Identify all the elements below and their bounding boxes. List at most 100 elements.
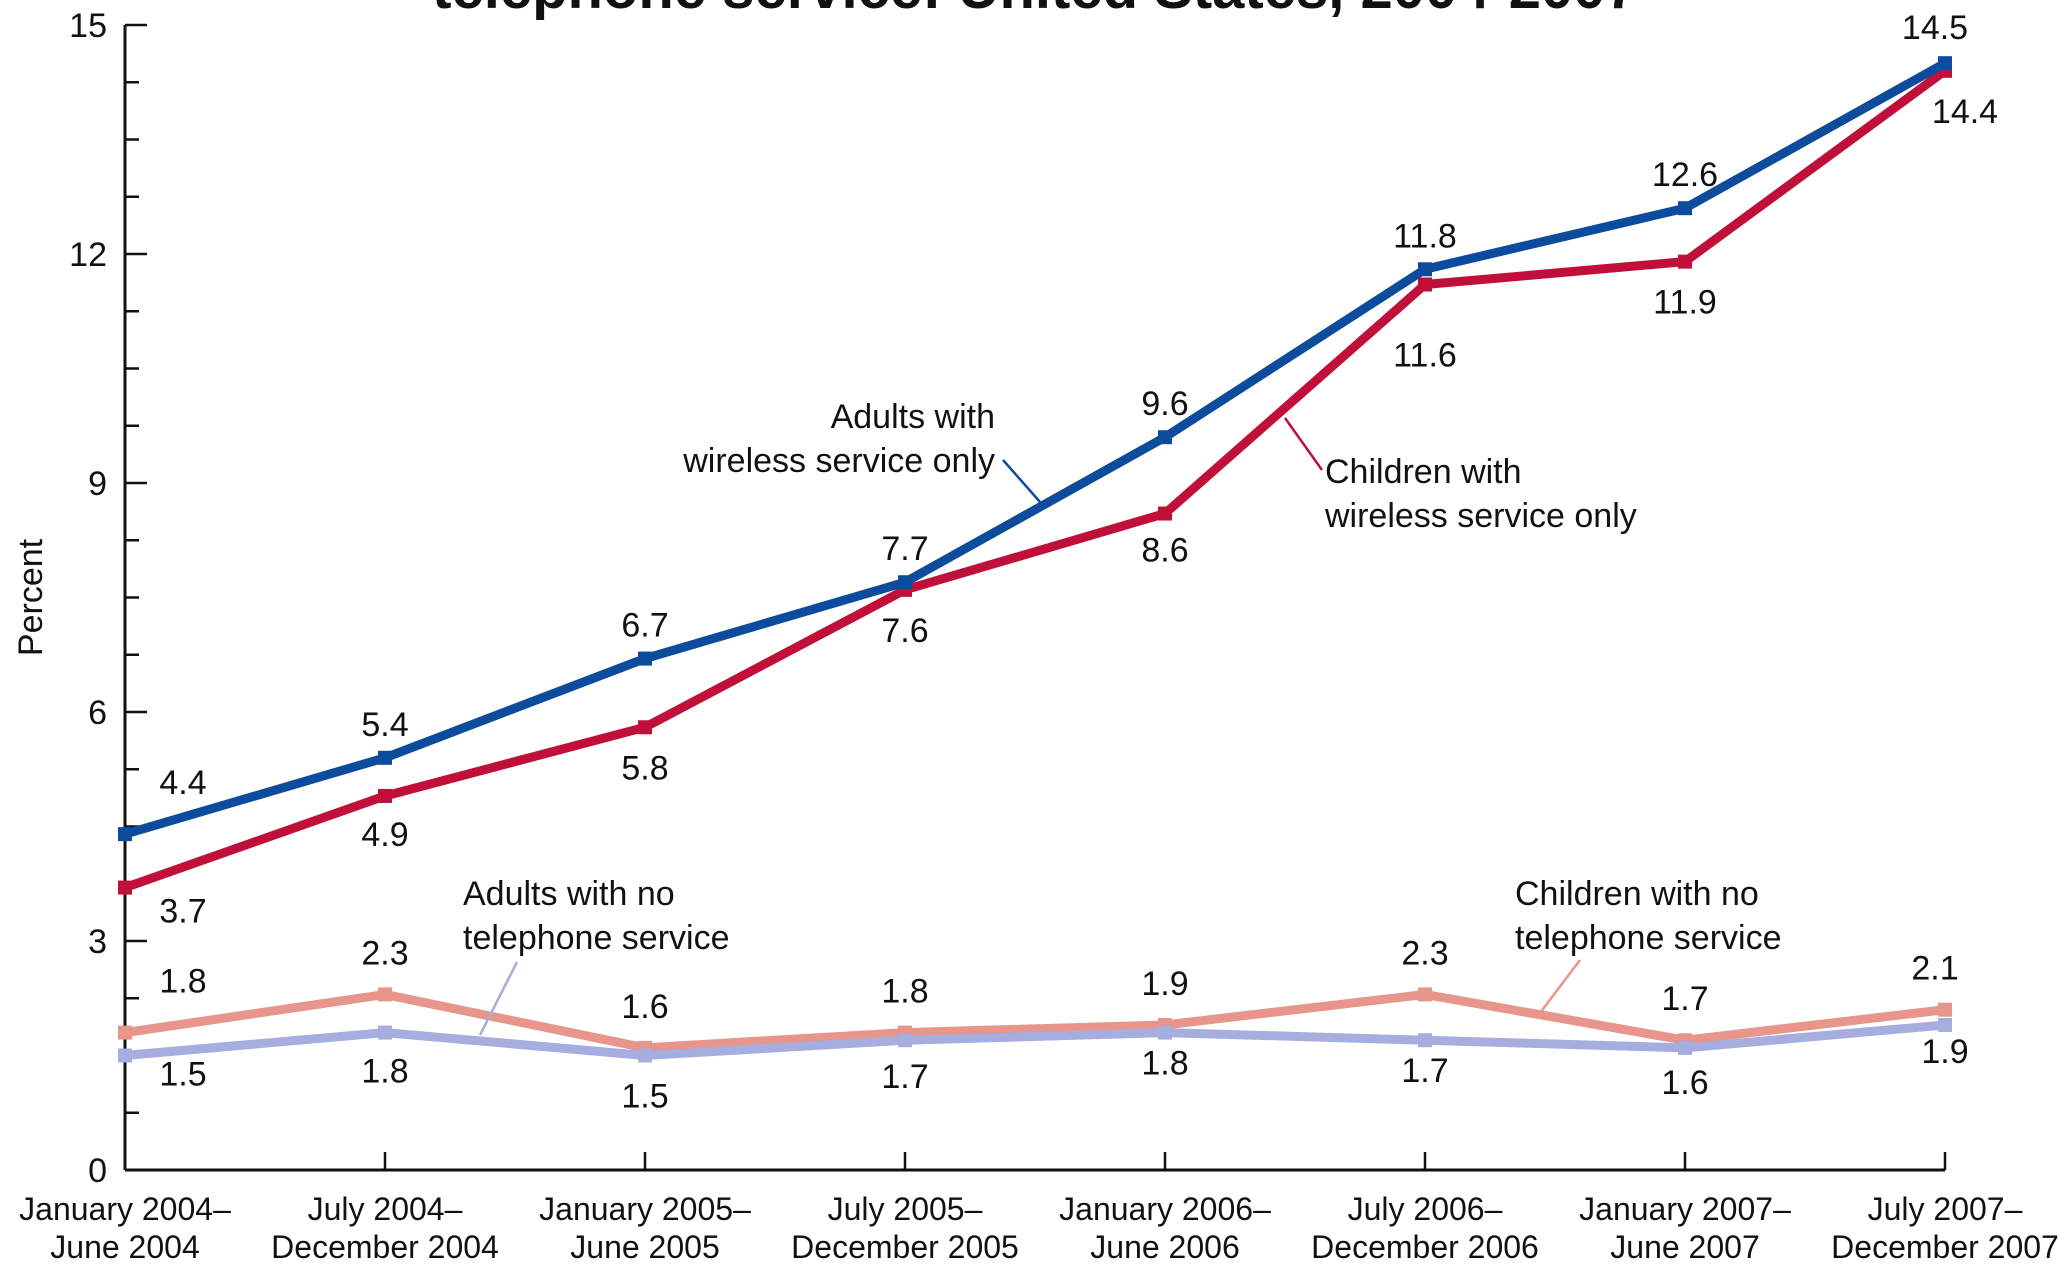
data-label: 5.4 xyxy=(361,706,408,744)
data-point xyxy=(378,788,392,803)
y-tick-label: 3 xyxy=(88,923,107,961)
data-label: 11.6 xyxy=(1393,337,1457,375)
series-label: wireless service only xyxy=(682,442,995,480)
series-layer xyxy=(118,56,1952,1063)
data-point xyxy=(378,987,392,1002)
x-tick-label: June 2007 xyxy=(1610,1229,1759,1265)
x-tick-label: January 2007– xyxy=(1579,1191,1791,1227)
data-label: 1.8 xyxy=(1141,1045,1188,1083)
data-label: 1.7 xyxy=(881,1058,928,1096)
data-label: 11.8 xyxy=(1393,217,1457,255)
data-label: 3.7 xyxy=(159,893,206,931)
y-tick-label: 15 xyxy=(69,7,107,45)
series-label: Children with xyxy=(1325,453,1522,491)
data-label: 1.8 xyxy=(361,1053,408,1091)
data-point xyxy=(1418,277,1432,292)
series-line xyxy=(120,58,1950,839)
axis-labels: 0 3 6 9 12 15 Percent January 2004–June 2004 Jul… xyxy=(12,7,2059,1265)
x-tick-label: June 2004 xyxy=(50,1229,199,1265)
annotations: 4.4 5.4 6.7 7.7 9.6 11.8 12.6 14.5 3.7 4.9 5.8 7.6 8… xyxy=(159,9,1998,1115)
data-point xyxy=(638,720,652,735)
data-point xyxy=(118,1048,132,1063)
series-label: telephone service xyxy=(1515,919,1782,957)
data-point xyxy=(1418,262,1432,277)
data-point xyxy=(1938,1002,1952,1017)
x-tick-label: June 2005 xyxy=(570,1229,719,1265)
data-label: 1.7 xyxy=(1661,980,1708,1018)
x-tick-label: January 2005– xyxy=(539,1191,751,1227)
x-tick-label: July 2006– xyxy=(1348,1191,1503,1227)
leader-line xyxy=(1002,459,1041,503)
series-label: Adults with xyxy=(831,398,995,436)
x-tick-label: December 2005 xyxy=(791,1229,1019,1265)
data-label: 1.9 xyxy=(1141,965,1188,1003)
chart-title: telephone service: United States, 2004-2… xyxy=(432,0,1638,21)
data-label: 2.3 xyxy=(361,934,408,972)
data-point xyxy=(1678,201,1692,216)
data-label: 1.5 xyxy=(159,1056,206,1094)
data-label: 6.7 xyxy=(621,607,668,645)
data-label: 8.6 xyxy=(1141,532,1188,570)
data-point xyxy=(1678,254,1692,269)
data-point xyxy=(1158,430,1172,445)
data-point xyxy=(118,827,132,842)
data-label: 1.8 xyxy=(159,963,206,1001)
data-label: 1.7 xyxy=(1401,1052,1448,1090)
series-line xyxy=(120,66,1950,893)
data-label: 1.6 xyxy=(621,988,668,1026)
series-label: Children with no xyxy=(1515,875,1759,913)
data-point xyxy=(118,1025,132,1040)
series-line xyxy=(120,1020,1950,1060)
data-label: 2.1 xyxy=(1911,950,1958,988)
data-label: 2.3 xyxy=(1401,934,1448,972)
x-tick-label: December 2006 xyxy=(1311,1229,1539,1265)
y-tick-label: 9 xyxy=(88,465,107,503)
data-label: 7.6 xyxy=(881,612,928,650)
x-tick-label: July 2004– xyxy=(308,1191,463,1227)
data-label: 7.7 xyxy=(881,530,928,568)
data-point xyxy=(1418,1033,1432,1048)
x-tick-label: January 2006– xyxy=(1059,1191,1271,1227)
x-tick-label: December 2007 xyxy=(1831,1229,2059,1265)
data-label: 5.8 xyxy=(621,749,668,787)
data-point xyxy=(118,880,132,895)
data-label: 1.9 xyxy=(1921,1033,1968,1071)
data-point xyxy=(1158,1025,1172,1040)
data-label: 1.8 xyxy=(881,973,928,1011)
data-label: 14.5 xyxy=(1902,9,1968,47)
leader-line xyxy=(1283,417,1324,471)
data-point xyxy=(638,1048,652,1063)
series-label: Adults with no xyxy=(463,875,675,913)
x-tick-label: January 2004– xyxy=(19,1191,231,1227)
data-point xyxy=(1938,56,1952,71)
data-point xyxy=(898,1033,912,1048)
data-point xyxy=(1678,1040,1692,1055)
data-label: 14.4 xyxy=(1932,93,1998,131)
data-label: 1.6 xyxy=(1661,1064,1708,1102)
data-label: 12.6 xyxy=(1652,156,1718,194)
x-tick-label: June 2006 xyxy=(1090,1229,1239,1265)
data-label: 11.9 xyxy=(1653,284,1717,322)
leader-line xyxy=(1539,959,1581,1014)
data-label: 4.9 xyxy=(361,816,408,854)
data-point xyxy=(1418,987,1432,1002)
series-label: telephone service xyxy=(463,919,730,957)
data-point xyxy=(1158,506,1172,521)
x-tick-label: December 2004 xyxy=(271,1229,499,1265)
data-label: 9.6 xyxy=(1141,385,1188,423)
data-point xyxy=(638,651,652,666)
data-point xyxy=(378,1025,392,1040)
data-point xyxy=(898,575,912,590)
series-label: wireless service only xyxy=(1324,497,1637,535)
data-label: 1.5 xyxy=(621,1078,668,1116)
x-tick-label: July 2007– xyxy=(1868,1191,2023,1227)
y-tick-label: 0 xyxy=(88,1152,107,1190)
series-line xyxy=(120,989,1950,1053)
y-tick-label: 6 xyxy=(88,694,107,732)
x-tick-label: July 2005– xyxy=(828,1191,983,1227)
y-axis-title: Percent xyxy=(12,538,50,656)
axes xyxy=(123,23,1947,1172)
data-label: 4.4 xyxy=(159,764,206,802)
data-point xyxy=(378,750,392,765)
